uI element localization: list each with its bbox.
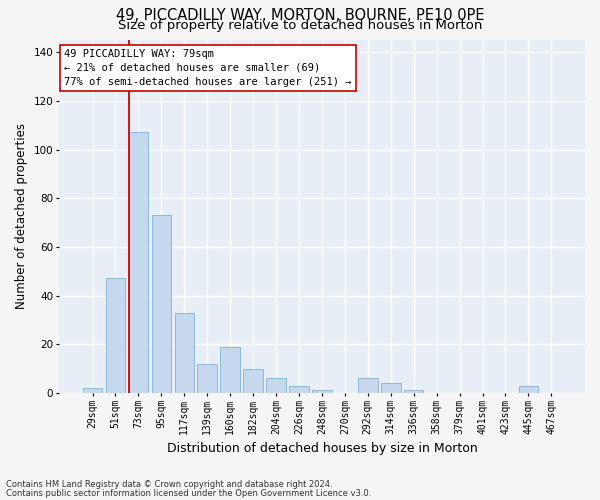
X-axis label: Distribution of detached houses by size in Morton: Distribution of detached houses by size …	[167, 442, 478, 455]
Bar	[358, 378, 377, 393]
Bar	[128, 132, 148, 393]
Bar	[106, 278, 125, 393]
Bar	[244, 368, 263, 393]
Bar	[381, 383, 401, 393]
Bar	[220, 346, 240, 393]
Bar	[289, 386, 309, 393]
Text: Contains public sector information licensed under the Open Government Licence v3: Contains public sector information licen…	[6, 488, 371, 498]
Text: 49 PICCADILLY WAY: 79sqm
← 21% of detached houses are smaller (69)
77% of semi-d: 49 PICCADILLY WAY: 79sqm ← 21% of detach…	[64, 49, 352, 87]
Y-axis label: Number of detached properties: Number of detached properties	[15, 124, 28, 310]
Bar	[404, 390, 424, 393]
Bar	[152, 215, 171, 393]
Text: 49, PICCADILLY WAY, MORTON, BOURNE, PE10 0PE: 49, PICCADILLY WAY, MORTON, BOURNE, PE10…	[116, 8, 484, 22]
Text: Size of property relative to detached houses in Morton: Size of property relative to detached ho…	[118, 18, 482, 32]
Bar	[312, 390, 332, 393]
Text: Contains HM Land Registry data © Crown copyright and database right 2024.: Contains HM Land Registry data © Crown c…	[6, 480, 332, 489]
Bar	[83, 388, 102, 393]
Bar	[518, 386, 538, 393]
Bar	[266, 378, 286, 393]
Bar	[175, 312, 194, 393]
Bar	[197, 364, 217, 393]
